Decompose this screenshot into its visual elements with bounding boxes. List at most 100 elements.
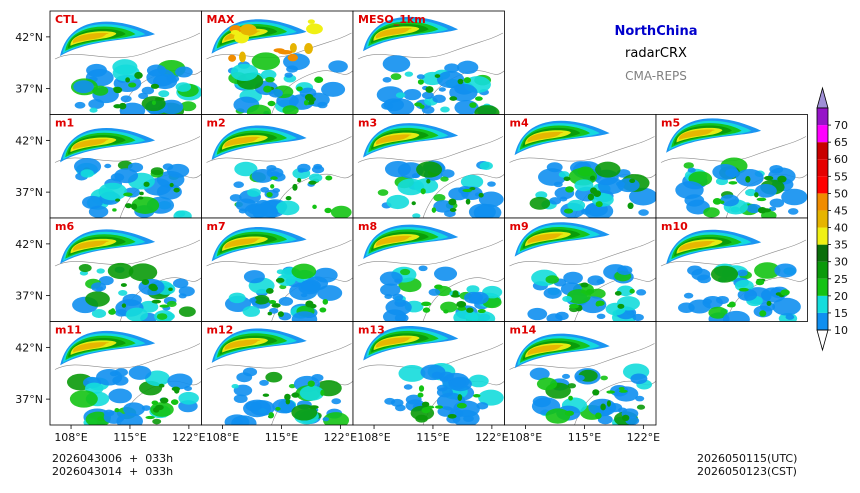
province-border — [206, 136, 352, 163]
colorbar-tick-label: 45 — [834, 204, 848, 217]
reflectivity-band — [514, 120, 610, 156]
colorbar-tick-label: 30 — [834, 256, 848, 269]
colorbar-segment — [817, 193, 828, 211]
panel-m12: m12 — [201, 321, 354, 426]
reflectivity-band — [514, 333, 610, 369]
panel-m3: m3 — [352, 114, 505, 219]
province-border — [54, 32, 201, 60]
province-border — [357, 136, 504, 163]
colorbar-tick-label: 40 — [834, 222, 848, 235]
reflectivity-cells — [529, 161, 656, 218]
init-time-utc: 2026043006 + 033h — [52, 452, 174, 465]
axes: 42°N 37°N 42°N 37°N 42°N 37°N 42°N 37°N 108°E 115… — [15, 31, 660, 444]
reflectivity-band — [211, 328, 307, 363]
panel-label: MAX — [207, 13, 235, 26]
colorbar-segment — [817, 295, 828, 313]
x-tick-label: 115°E — [568, 431, 601, 444]
figure-title: NorthChina radarCRX CMA-REPS — [615, 24, 698, 83]
panel-label: MESO_1km — [358, 13, 426, 26]
x-tick-label: 115°E — [416, 431, 449, 444]
colorbar-segment — [817, 108, 828, 126]
reflectivity-cells — [527, 264, 647, 322]
colorbar-tick-label: 70 — [834, 119, 848, 132]
panel-m4: m4 — [504, 114, 657, 219]
y-tick-label: 42°N — [15, 341, 43, 354]
panel-label: m6 — [55, 220, 74, 233]
province-border — [509, 239, 655, 267]
x-tick-label: 115°E — [113, 431, 146, 444]
x-tick-label: 108°E — [206, 431, 239, 444]
reflectivity-cells — [529, 363, 653, 425]
province-border — [509, 343, 655, 370]
reflectivity-cells — [379, 265, 503, 322]
colorbar-segment — [817, 176, 828, 194]
panel-m2: m2 — [201, 114, 354, 219]
colorbar-tick-label: 55 — [834, 170, 848, 183]
y-tick-label: 42°N — [15, 238, 43, 251]
y-tick-label: 37°N — [15, 186, 43, 199]
region-title: NorthChina — [615, 24, 698, 39]
reflectivity-cells — [675, 157, 808, 218]
reflectivity-cells — [66, 365, 199, 425]
colorbar-tick-label: 15 — [834, 307, 848, 320]
province-border — [206, 239, 352, 267]
province-border — [357, 32, 504, 60]
panel-m13: m13 — [352, 321, 505, 426]
panel-label: m7 — [207, 220, 226, 233]
x-tick-label: 115°E — [265, 431, 298, 444]
y-tick-label: 42°N — [15, 31, 43, 44]
reflectivity-band — [211, 227, 307, 262]
panel-m11: m11 — [49, 321, 202, 426]
reflectivity-band — [666, 118, 762, 153]
colorbar-segment — [817, 278, 828, 296]
panel-m7: m7 — [201, 217, 354, 322]
colorbar-tick-label: 10 — [834, 324, 848, 337]
reflectivity-band — [363, 16, 459, 52]
colorbar-tick-label: 65 — [834, 136, 848, 149]
province-border — [660, 136, 807, 163]
x-tick-label: 108°E — [509, 431, 542, 444]
x-tick-label: 122°E — [172, 431, 205, 444]
colorbar-extend-max — [816, 86, 829, 109]
panel-m10: m10 — [655, 217, 808, 322]
panel-label: m11 — [55, 324, 82, 337]
x-tick-label: 122°E — [475, 431, 508, 444]
panel-label: m3 — [358, 117, 377, 130]
reflectivity-band — [211, 125, 307, 160]
colorbar-tick-label: 35 — [834, 239, 848, 252]
reflectivity-cells — [73, 158, 192, 218]
panel-label: m8 — [358, 220, 377, 233]
panel-label: CTL — [55, 13, 78, 26]
coastline — [422, 277, 505, 322]
colorbar-segment — [817, 210, 828, 228]
panel-label: m4 — [510, 117, 529, 130]
colorbar-tick-label: 20 — [834, 290, 848, 303]
panel-m6: m6 — [49, 217, 202, 322]
reflectivity-cells — [72, 262, 196, 322]
colorbar-tick-label: 60 — [834, 153, 848, 166]
panel-label: m12 — [207, 324, 234, 337]
y-tick-label: 42°N — [15, 134, 43, 147]
x-tick-label: 122°E — [324, 431, 357, 444]
colorbar-segment — [817, 261, 828, 279]
reflectivity-band — [363, 123, 459, 158]
panel-m9: m9 — [504, 217, 657, 322]
panel-label: m10 — [661, 220, 688, 233]
panel-m1: m1 — [49, 114, 202, 219]
reflectivity-cells — [224, 263, 343, 322]
x-tick-label: 108°E — [357, 431, 390, 444]
reflectivity-band — [60, 330, 156, 366]
province-border — [357, 239, 504, 267]
province-border — [206, 343, 352, 370]
panel-frame — [504, 321, 657, 426]
reflectivity-band — [60, 127, 156, 163]
panel-label: m2 — [207, 117, 226, 130]
reflectivity-cells — [678, 262, 801, 322]
y-tick-label: 37°N — [15, 290, 43, 303]
panel-label: m14 — [510, 324, 537, 337]
reflectivity-band — [363, 224, 459, 260]
colorbar-segment — [817, 244, 828, 262]
panel-label: m1 — [55, 117, 74, 130]
reflectivity-cells — [376, 55, 500, 115]
